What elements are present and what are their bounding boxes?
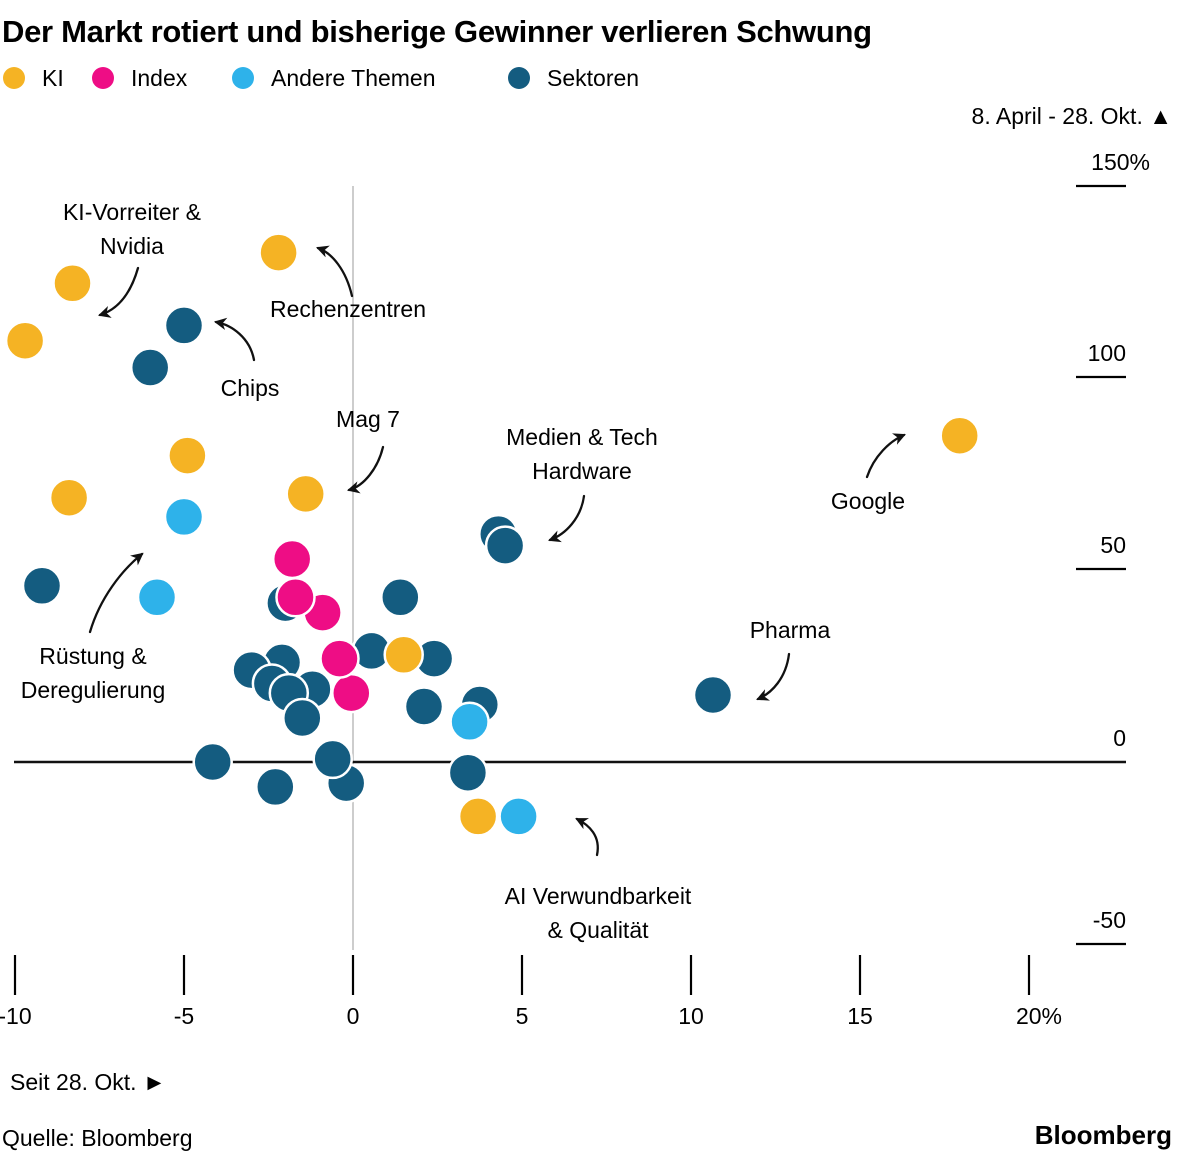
legend-label-ki: KI — [42, 65, 64, 91]
legend-label-sektoren: Sektoren — [547, 65, 639, 91]
period-label: 8. April - 28. Okt. ▲ — [972, 103, 1172, 129]
point-sektoren — [380, 577, 421, 618]
point-sektoren — [192, 741, 233, 783]
point-ki — [167, 435, 208, 476]
legend-label-andere-themen: Andere Themen — [271, 65, 436, 91]
point-ki — [4, 320, 46, 361]
point-sektoren — [403, 686, 445, 727]
point-sektoren — [692, 674, 734, 716]
point-ki — [285, 473, 326, 515]
ruestung-arrow — [88, 552, 144, 634]
point-andere — [163, 496, 205, 538]
point-ki — [939, 415, 980, 456]
point-sektoren — [484, 525, 526, 566]
y-tick-label-150: 150% — [1091, 149, 1150, 175]
point-sektoren — [21, 565, 63, 607]
point-sektoren — [255, 766, 296, 808]
mag-7-arrow — [347, 445, 385, 494]
point-ki — [258, 232, 299, 273]
point-sektoren — [163, 305, 205, 346]
rechenzentren-label: Rechenzentren — [270, 296, 426, 322]
point-ki — [383, 634, 424, 676]
point-index — [331, 672, 372, 714]
x-tick-label--5: -5 — [174, 1003, 194, 1029]
x-tick-label-20: 20% — [1016, 1003, 1062, 1029]
point-index — [271, 538, 313, 580]
y-tick-label-50: 50 — [1100, 532, 1126, 558]
bloomberg-logo: Bloomberg — [1035, 1120, 1172, 1150]
since-label: Seit 28. Okt. ► — [10, 1069, 166, 1095]
y-axis: 150% 100 50 0 -50 — [1076, 149, 1150, 946]
medien-tech-label: Medien & Tech Hardware — [506, 424, 658, 484]
pharma-arrow — [756, 652, 791, 701]
annotations: KI-Vorreiter & Nvidia Rechenzentren Chips Ma… — [21, 199, 906, 943]
chips-arrow — [213, 317, 256, 362]
rechenzentren-arrow — [316, 245, 354, 298]
x-tick-label-15: 15 — [847, 1003, 873, 1029]
point-andere — [449, 701, 490, 743]
point-andere — [498, 796, 539, 837]
y-tick-label--50: -50 — [1093, 907, 1126, 933]
point-index — [275, 577, 316, 618]
x-tick-label-5: 5 — [516, 1003, 529, 1029]
point-sektoren — [312, 738, 353, 780]
ai-verwundbarkeit-label: AI Verwundbarkeit & Qualität — [505, 883, 692, 943]
y-tick-label-0: 0 — [1113, 725, 1126, 751]
chips-label: Chips — [221, 375, 280, 401]
legend: KI Index Andere Themen Sektoren — [3, 65, 639, 91]
google-label: Google — [831, 488, 905, 514]
point-ki — [457, 796, 499, 837]
x-tick-label-0: 0 — [347, 1003, 360, 1029]
data-points — [4, 232, 980, 837]
point-sektoren — [129, 347, 171, 388]
mag-7-label: Mag 7 — [336, 406, 400, 432]
point-sektoren — [447, 752, 489, 793]
x-axis: -10 -5 0 5 10 15 20% — [0, 955, 1062, 1029]
medien-tech-arrow — [548, 494, 586, 543]
page-title: Der Markt rotiert und bisherige Gewinner… — [2, 14, 872, 49]
legend-label-index: Index — [131, 65, 188, 91]
point-ki — [52, 263, 93, 304]
point-andere — [136, 577, 178, 618]
legend-dot-sektoren-icon — [508, 67, 530, 89]
ai-verwundbarkeit-arrow — [575, 817, 599, 857]
point-index — [319, 638, 360, 679]
x-tick-label-10: 10 — [678, 1003, 704, 1029]
x-tick-label--10: -10 — [0, 1003, 32, 1029]
y-tick-label-100: 100 — [1088, 340, 1126, 366]
point-sektoren — [282, 697, 323, 739]
ki-vorreiter-arrow — [98, 266, 140, 318]
source-label: Quelle: Bloomberg — [2, 1125, 193, 1151]
google-arrow — [865, 433, 906, 479]
ki-vorreiter-label: KI-Vorreiter & Nvidia — [63, 199, 201, 259]
legend-dot-andere-themen-icon — [232, 67, 254, 89]
legend-dot-index-icon — [92, 67, 114, 89]
legend-dot-ki-icon — [3, 67, 25, 89]
ruestung-label: Rüstung & Deregulierung — [21, 643, 165, 703]
point-ki — [48, 477, 90, 518]
pharma-label: Pharma — [750, 617, 831, 643]
